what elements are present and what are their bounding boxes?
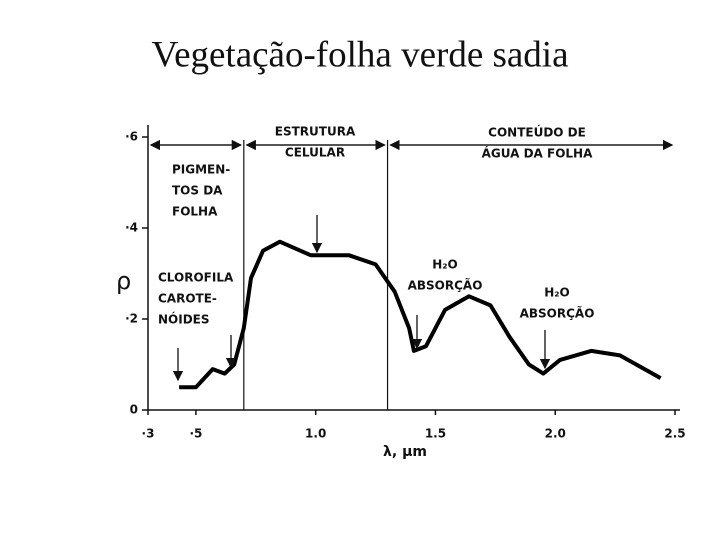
x-tick-label: ·3 bbox=[142, 427, 155, 441]
annotation: ESTRUTURA bbox=[275, 125, 356, 139]
x-tick-label: 2.0 bbox=[545, 427, 566, 441]
annotation: TOS DA bbox=[172, 184, 223, 198]
y-tick-label: 0 bbox=[130, 403, 138, 417]
y-tick-label: ·6 bbox=[125, 130, 138, 144]
x-tick-label: 1.0 bbox=[305, 427, 326, 441]
x-axis-label: λ, µm bbox=[383, 444, 427, 460]
y-axis-label: ρ bbox=[116, 267, 131, 295]
annotation: H₂O bbox=[544, 286, 570, 300]
annotation: CLOROFILA bbox=[158, 271, 234, 285]
chart-title: Vegetação-folha verde sadia bbox=[151, 34, 568, 75]
annotation: ÁGUA DA FOLHA bbox=[482, 146, 593, 161]
annotation: H₂O bbox=[432, 258, 458, 272]
annotation: PIGMEN- bbox=[172, 163, 230, 177]
annotation: CELULAR bbox=[285, 146, 345, 160]
x-tick-label: 2.5 bbox=[664, 427, 685, 441]
annotation: CAROTE- bbox=[158, 292, 217, 306]
y-tick-label: ·4 bbox=[125, 221, 138, 235]
x-tick-label: ·5 bbox=[189, 427, 202, 441]
annotation: ABSORÇÃO bbox=[520, 306, 595, 321]
annotation: FOLHA bbox=[172, 205, 218, 219]
x-tick-label: 1.5 bbox=[425, 427, 446, 441]
annotation: CONTEÚDO DE bbox=[488, 125, 586, 140]
y-tick-label: ·2 bbox=[125, 312, 138, 326]
annotation: NÓIDES bbox=[158, 312, 210, 327]
annotation: ABSORÇÃO bbox=[408, 278, 483, 293]
